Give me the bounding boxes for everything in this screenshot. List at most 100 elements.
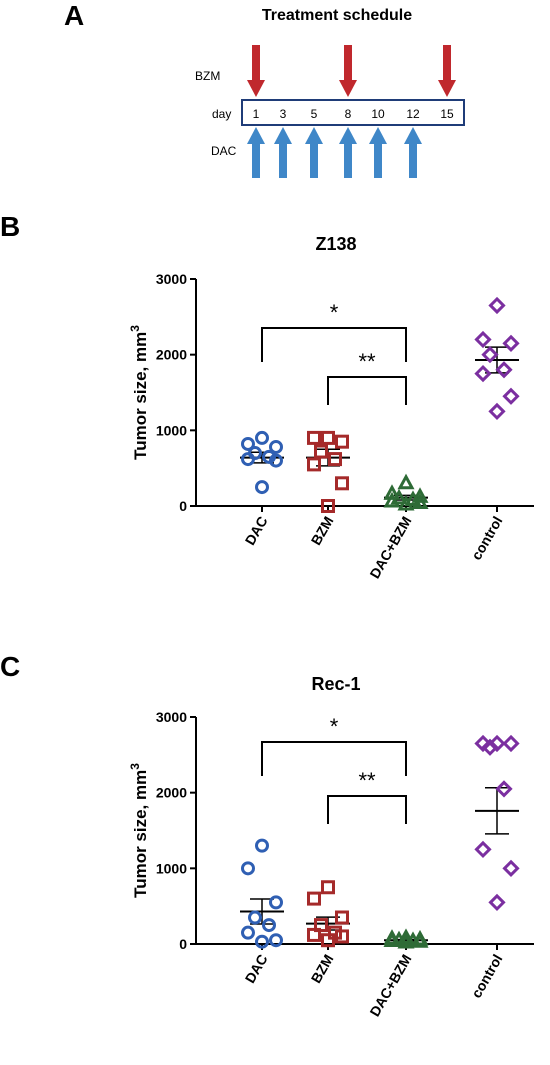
data-point bbox=[307, 457, 321, 472]
bzm-row-label: BZM bbox=[195, 69, 220, 83]
data-point bbox=[321, 933, 335, 948]
data-point bbox=[255, 934, 269, 949]
day-row-label: day bbox=[212, 107, 231, 121]
data-point bbox=[383, 931, 401, 947]
data-point bbox=[255, 430, 269, 445]
data-point bbox=[390, 488, 408, 505]
y-axis-label: Tumor size, mm3 bbox=[128, 325, 150, 460]
data-point bbox=[474, 840, 492, 859]
dac-arrow bbox=[247, 127, 265, 178]
series-dac bbox=[240, 430, 284, 495]
series-bzm bbox=[306, 430, 350, 513]
data-point bbox=[474, 364, 492, 383]
schedule-title: Treatment schedule bbox=[262, 7, 412, 24]
data-point bbox=[269, 453, 283, 468]
x-tick-label: DAC+BZM bbox=[366, 514, 414, 582]
dac-arrow bbox=[369, 127, 387, 178]
data-point bbox=[474, 330, 492, 349]
data-point bbox=[481, 738, 499, 756]
data-point bbox=[241, 436, 255, 451]
data-point bbox=[307, 430, 321, 445]
day-label: 5 bbox=[311, 107, 318, 121]
data-point bbox=[328, 452, 342, 467]
y-tick-label: 3000 bbox=[156, 271, 187, 287]
data-point bbox=[488, 402, 506, 421]
data-point bbox=[397, 473, 415, 490]
series-control bbox=[474, 296, 520, 421]
data-point bbox=[241, 861, 255, 876]
data-point bbox=[262, 918, 276, 933]
chart-title: Z138 bbox=[315, 234, 356, 254]
data-point bbox=[269, 439, 283, 454]
y-tick-label: 1000 bbox=[156, 860, 187, 876]
significance-bracket: ** bbox=[327, 349, 407, 405]
data-point bbox=[495, 780, 513, 798]
series-control bbox=[474, 734, 520, 912]
data-point bbox=[321, 880, 335, 895]
y-tick-label: 1000 bbox=[156, 422, 187, 438]
data-point bbox=[411, 932, 429, 948]
dac-arrow bbox=[274, 127, 292, 178]
x-tick-label: DAC bbox=[242, 514, 271, 548]
dac-row-label: DAC bbox=[211, 144, 237, 158]
panel-letter-b: B bbox=[0, 211, 21, 242]
significance-bracket: * bbox=[261, 300, 407, 362]
y-tick-label: 3000 bbox=[156, 709, 187, 725]
significance-label: ** bbox=[358, 349, 376, 374]
y-tick-label: 0 bbox=[179, 498, 187, 514]
data-point bbox=[321, 430, 335, 445]
data-point bbox=[269, 933, 283, 948]
x-tick-label: BZM bbox=[308, 952, 337, 986]
data-point bbox=[502, 859, 520, 877]
chart-z138: Z138 Tumor size, mm3 0 1000 2000 3000 DAC BZM DA… bbox=[128, 234, 534, 582]
data-point bbox=[502, 334, 520, 352]
data-point bbox=[321, 499, 335, 513]
data-point bbox=[314, 444, 328, 459]
x-tick-label: control bbox=[468, 514, 506, 563]
data-point bbox=[397, 494, 415, 511]
data-point bbox=[307, 927, 321, 942]
data-point bbox=[255, 838, 269, 853]
dac-arrow bbox=[404, 127, 422, 178]
y-tick-label: 2000 bbox=[156, 347, 187, 363]
data-point bbox=[488, 893, 506, 912]
data-point bbox=[335, 476, 349, 491]
schedule-marks: 1 3 5 8 10 12 15 bbox=[247, 45, 456, 178]
data-point bbox=[269, 895, 283, 910]
data-point bbox=[307, 891, 321, 906]
day-label: 3 bbox=[280, 107, 287, 121]
data-point bbox=[404, 490, 422, 506]
bzm-arrow bbox=[339, 45, 357, 97]
chart-rec1: Rec-1 Tumor size, mm3 0 1000 2000 3000 DAC BZM D… bbox=[128, 674, 534, 1020]
day-box bbox=[241, 99, 465, 126]
data-point bbox=[411, 493, 429, 509]
bzm-arrow bbox=[247, 45, 265, 97]
data-point bbox=[241, 925, 255, 940]
y-axis-label: Tumor size, mm3 bbox=[128, 763, 150, 898]
data-point bbox=[335, 910, 349, 925]
data-point bbox=[248, 910, 262, 925]
treatment-schedule: Treatment schedule BZM day DAC 1 3 5 8 10 12 1… bbox=[195, 7, 465, 178]
y-tick-label: 0 bbox=[179, 936, 187, 952]
chart-title: Rec-1 bbox=[311, 674, 360, 694]
significance-label: * bbox=[330, 300, 339, 325]
x-tick-label: DAC+BZM bbox=[366, 952, 414, 1020]
x-tick-label: BZM bbox=[308, 514, 337, 548]
significance-label: * bbox=[330, 714, 339, 739]
panel-letter-c: C bbox=[0, 651, 21, 682]
day-label: 8 bbox=[345, 107, 352, 121]
data-point bbox=[397, 928, 415, 944]
series-dac-bzm bbox=[383, 928, 429, 949]
day-label: 10 bbox=[371, 107, 385, 121]
data-point bbox=[383, 491, 401, 508]
day-label: 1 bbox=[253, 107, 260, 121]
day-label: 12 bbox=[406, 107, 420, 121]
data-point bbox=[335, 434, 349, 449]
data-point bbox=[502, 387, 520, 405]
series-dac-bzm bbox=[383, 473, 429, 511]
data-point bbox=[502, 734, 520, 753]
significance-label: ** bbox=[358, 768, 376, 793]
data-point bbox=[488, 296, 506, 315]
x-tick-label: control bbox=[468, 952, 506, 1001]
data-point bbox=[397, 932, 415, 949]
